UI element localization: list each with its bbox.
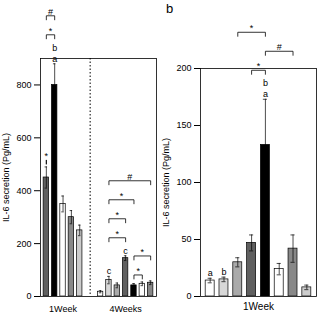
svg-text:*: * [136, 266, 140, 276]
svg-text:4Weeks: 4Weeks [109, 304, 142, 314]
svg-text:c: c [107, 266, 112, 276]
svg-text:#: # [127, 172, 132, 182]
svg-text:c: c [123, 246, 128, 256]
svg-text:IL-6 secretion (Pg/mL): IL-6 secretion (Pg/mL) [161, 138, 171, 227]
svg-text:600: 600 [16, 133, 31, 143]
svg-text:400: 400 [16, 186, 31, 196]
svg-text:b: b [52, 43, 57, 53]
svg-text:1Week: 1Week [243, 301, 275, 312]
svg-text:0: 0 [26, 291, 31, 301]
svg-text:b: b [263, 78, 268, 88]
svg-text:200: 200 [16, 238, 31, 248]
svg-text:*: * [120, 191, 124, 201]
html-text:b: b [166, 1, 174, 16]
svg-text:IL-6 secretion (Pg/mL): IL-6 secretion (Pg/mL) [1, 133, 11, 222]
svg-text:1Week: 1Week [49, 304, 77, 314]
svg-text:800: 800 [16, 80, 31, 90]
svg-text:a: a [263, 89, 268, 99]
svg-text:#: # [48, 7, 53, 17]
svg-text:0: 0 [186, 291, 191, 301]
svg-text:*: * [116, 229, 120, 239]
svg-text:*: * [250, 23, 254, 33]
svg-text:*: * [49, 26, 53, 36]
svg-text:a: a [52, 54, 57, 64]
svg-text:50: 50 [181, 234, 191, 244]
svg-text:b: b [221, 267, 226, 277]
svg-text:*: * [257, 61, 261, 71]
svg-text:200: 200 [176, 63, 191, 73]
svg-text:150: 150 [176, 120, 191, 130]
svg-text:#: # [277, 42, 282, 52]
svg-text:*: * [116, 210, 120, 220]
svg-text:100: 100 [176, 177, 191, 187]
svg-text:a: a [208, 268, 213, 278]
svg-text:*: * [141, 247, 145, 257]
svg-text:*: * [45, 151, 49, 161]
